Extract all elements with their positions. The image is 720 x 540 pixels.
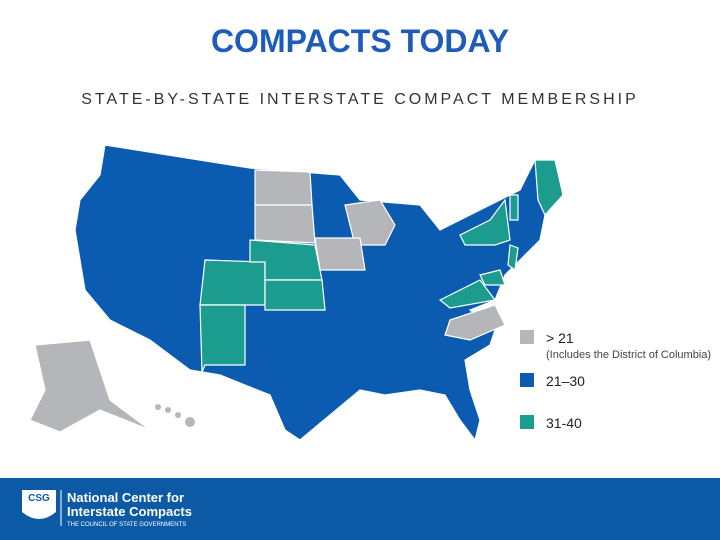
state-shape — [314, 237, 366, 271]
logo-text: CSG — [28, 493, 50, 504]
state-shape — [175, 412, 181, 418]
legend-label: > 21 — [546, 330, 574, 346]
state-shape — [155, 404, 161, 410]
logo-shield — [22, 490, 56, 519]
state-shape — [165, 407, 171, 413]
state-shape — [507, 244, 519, 272]
legend-swatch — [520, 415, 534, 429]
state-shape — [438, 279, 497, 309]
gray-states — [29, 169, 506, 433]
legend: > 21 (Includes the District of Columbia)… — [520, 330, 711, 431]
state-shape — [534, 159, 564, 217]
state-shape — [444, 304, 506, 341]
legend-label: 31-40 — [546, 415, 582, 431]
state-shape — [479, 269, 506, 286]
state-shape — [459, 198, 511, 246]
state-shape — [254, 204, 316, 244]
legend-label: 21–30 — [546, 373, 585, 389]
state-shape — [199, 304, 246, 373]
footer-band — [0, 478, 720, 540]
us-map — [29, 144, 564, 442]
tagline: THE COUNCIL OF STATE GOVERNMENTS — [67, 522, 186, 528]
state-shape — [264, 279, 326, 311]
state-shape — [199, 259, 266, 306]
state-shape — [509, 194, 519, 221]
teal-states — [199, 159, 564, 373]
state-shape — [29, 339, 151, 433]
state-shape — [254, 169, 313, 206]
legend-swatch — [520, 330, 534, 344]
legend-note: (Includes the District of Columbia) — [546, 349, 711, 361]
state-shape — [185, 417, 195, 427]
legend-swatch — [520, 373, 534, 387]
subtitle: STATE-BY-STATE INTERSTATE COMPACT MEMBER… — [81, 91, 639, 108]
footer: CSG National Center for Interstate Compa… — [0, 478, 720, 540]
org-name: National Center for — [67, 490, 184, 505]
title: COMPACTS TODAY — [211, 23, 509, 59]
org-name: Interstate Compacts — [67, 504, 192, 519]
